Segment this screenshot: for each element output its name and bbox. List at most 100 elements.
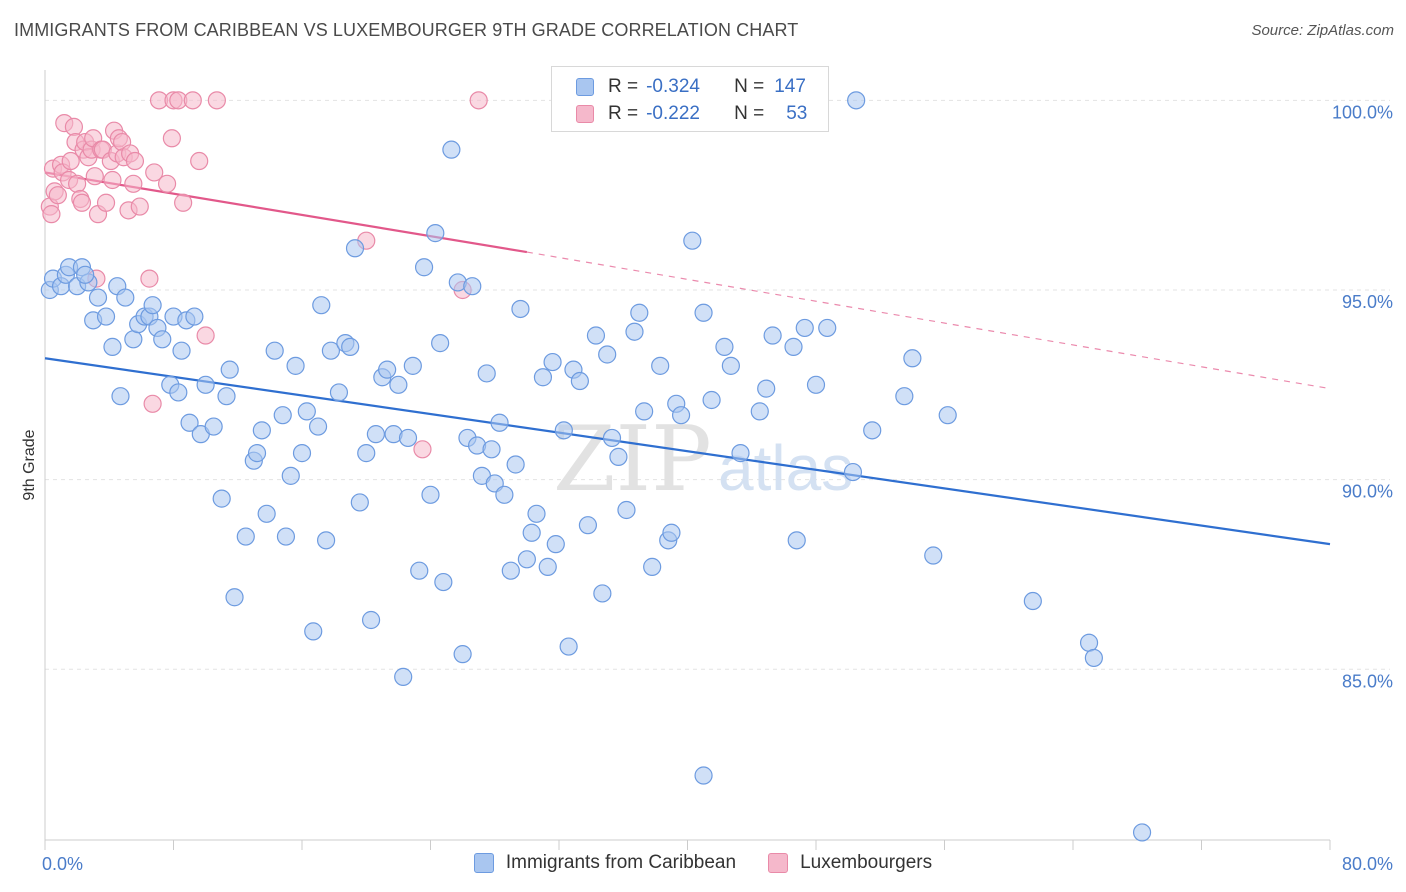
caribbean-point bbox=[414, 258, 434, 277]
caribbean-point bbox=[617, 500, 636, 520]
legend-r-value: -0.324 bbox=[646, 76, 700, 97]
caribbean-point bbox=[265, 341, 284, 360]
luxembourger-point bbox=[183, 91, 202, 110]
luxembourger-point bbox=[124, 174, 143, 193]
caribbean-point bbox=[847, 91, 866, 110]
luxembourger-point bbox=[413, 440, 432, 459]
caribbean-point bbox=[185, 307, 204, 326]
caribbean-point bbox=[292, 444, 312, 463]
caribbean-point bbox=[286, 356, 305, 375]
legend-swatch-pink bbox=[768, 853, 789, 873]
caribbean-point bbox=[308, 417, 328, 436]
luxembourger-point bbox=[162, 129, 181, 148]
caribbean-point bbox=[350, 493, 369, 512]
caribbean-point bbox=[196, 375, 215, 394]
y-tick-label: 90.0% bbox=[1342, 482, 1393, 502]
caribbean-point bbox=[169, 383, 188, 402]
caribbean-point bbox=[578, 516, 598, 535]
caribbean-point bbox=[527, 504, 546, 523]
caribbean-point bbox=[763, 326, 782, 345]
luxembourger-points bbox=[40, 91, 488, 459]
caribbean-point bbox=[426, 224, 445, 243]
legend-item-caribbean: Immigrants from Caribbean bbox=[473, 852, 736, 874]
legend-r-label: R = bbox=[608, 103, 639, 124]
caribbean-point bbox=[341, 337, 360, 356]
caribbean-point bbox=[111, 387, 130, 406]
caribbean-point bbox=[495, 485, 514, 504]
caribbean-point bbox=[787, 531, 806, 550]
grid-lines bbox=[45, 99, 1390, 670]
caribbean-point bbox=[625, 322, 644, 341]
x-tick-label: 0.0% bbox=[42, 854, 83, 874]
caribbean-point bbox=[345, 239, 365, 258]
y-axis-label: 9th Grade bbox=[21, 429, 38, 500]
caribbean-point bbox=[394, 667, 413, 686]
chart-title: IMMIGRANTS FROM CARIBBEAN VS LUXEMBOURGE… bbox=[14, 20, 799, 40]
luxembourger-point bbox=[196, 326, 215, 345]
caribbean-point bbox=[702, 390, 721, 410]
caribbean-point bbox=[662, 523, 681, 542]
luxembourger-point bbox=[42, 205, 61, 224]
caribbean-point bbox=[559, 637, 578, 656]
caribbean-point bbox=[236, 527, 255, 546]
caribbean-point bbox=[297, 402, 316, 421]
caribbean-point bbox=[252, 421, 271, 440]
caribbean-point bbox=[76, 265, 95, 284]
caribbean-point bbox=[217, 387, 236, 406]
caribbean-point bbox=[843, 462, 863, 482]
caribbean-point bbox=[903, 349, 922, 368]
caribbean-point bbox=[276, 527, 296, 546]
watermark-atlas: atlas bbox=[718, 432, 853, 504]
legend-n-label: N = bbox=[734, 76, 765, 97]
luxembourger-point bbox=[103, 170, 122, 190]
caribbean-point bbox=[329, 383, 349, 402]
watermark: ZIP atlas bbox=[553, 407, 853, 512]
legend-n-value: 53 bbox=[786, 103, 808, 124]
caribbean-point bbox=[694, 766, 713, 785]
caribbean-point bbox=[378, 360, 397, 379]
luxembourger-point bbox=[130, 197, 149, 216]
caribbean-point bbox=[225, 588, 244, 607]
caribbean-point bbox=[651, 356, 670, 375]
legend-r-label: R = bbox=[608, 76, 639, 97]
caribbean-point bbox=[143, 296, 162, 315]
luxembourger-point bbox=[64, 117, 84, 136]
caribbean-point bbox=[116, 288, 135, 307]
y-tick-label: 85.0% bbox=[1342, 671, 1393, 691]
x-tick-labels: 0.0% 80.0% bbox=[42, 854, 1393, 874]
caribbean-point bbox=[506, 455, 525, 474]
caribbean-point bbox=[312, 296, 331, 315]
legend-r-value: -0.222 bbox=[646, 103, 700, 124]
caribbean-point bbox=[818, 318, 837, 338]
caribbean-point bbox=[731, 444, 750, 463]
luxembourger-trend-extension bbox=[526, 251, 1331, 390]
luxembourger-point bbox=[85, 167, 104, 186]
caribbean-point bbox=[96, 307, 116, 326]
caribbean-point bbox=[304, 622, 323, 641]
caribbean-point bbox=[398, 428, 418, 448]
luxembourger-point bbox=[140, 269, 159, 288]
caribbean-point bbox=[204, 417, 223, 436]
correlation-legend: R = -0.324 N = 147 R = -0.222 N = 53 bbox=[551, 66, 829, 132]
caribbean-point bbox=[1023, 591, 1042, 611]
caribbean-point bbox=[683, 231, 702, 250]
legend-row-caribbean: R = -0.324 N = 147 bbox=[576, 74, 806, 100]
caribbean-trend-line bbox=[44, 357, 1331, 546]
caribbean-point bbox=[554, 421, 573, 440]
caribbean-point bbox=[784, 337, 803, 356]
caribbean-point bbox=[212, 489, 231, 508]
caribbean-point bbox=[257, 504, 276, 523]
caribbean-point bbox=[247, 444, 267, 463]
luxembourger-point bbox=[190, 151, 209, 171]
caribbean-point bbox=[366, 425, 385, 444]
caribbean-point bbox=[570, 371, 589, 391]
luxembourger-point bbox=[157, 174, 177, 193]
caribbean-point bbox=[281, 466, 300, 485]
caribbean-point bbox=[750, 402, 769, 421]
caribbean-point bbox=[124, 330, 143, 349]
caribbean-point bbox=[442, 140, 461, 159]
caribbean-point bbox=[1084, 648, 1103, 668]
caribbean-point bbox=[721, 356, 740, 375]
caribbean-point bbox=[421, 485, 440, 504]
